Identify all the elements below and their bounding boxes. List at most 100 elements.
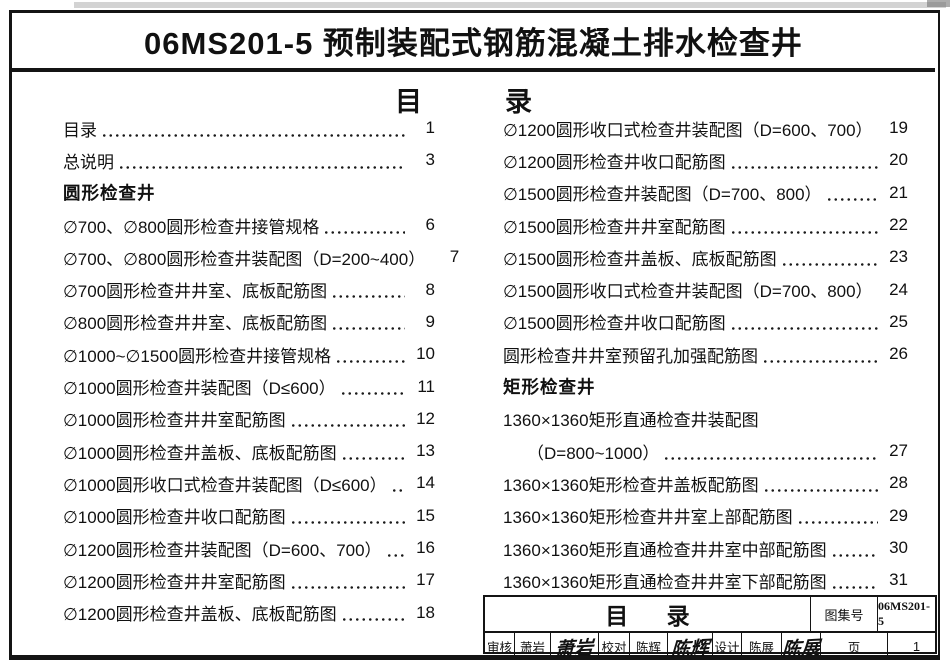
scan-artifact: [74, 2, 946, 8]
designer-label: 设计: [712, 633, 741, 660]
toc-entry-page: 1: [425, 118, 435, 138]
toc-entry: ∅700、∅800圆形检查井接管规格 6: [63, 209, 435, 241]
reviewer-name: 萧岩: [514, 633, 550, 660]
toc-entry-label: ∅1000~∅1500圆形检查井接管规格: [63, 346, 332, 366]
toc-entry: ∅1500圆形检查井盖板、底板配筋图 23: [503, 241, 908, 273]
toc-entry-label: ∅1200圆形收口式检查井装配图（D=600、700）: [503, 120, 873, 140]
toc-entry-label: ∅700、∅800圆形检查井接管规格: [63, 217, 320, 237]
toc-entry: 1360×1360矩形直通检查井井室下部配筋图 31: [503, 564, 908, 596]
toc-entry: ∅1000圆形检查井盖板、底板配筋图 13: [63, 435, 435, 467]
toc-entry: ∅1500圆形检查井装配图（D=700、800） 21: [503, 177, 908, 209]
toc-entry-page: 8: [425, 279, 435, 299]
toc-entry-label: ∅1200圆形检查井井室配筋图: [63, 572, 286, 592]
toc-entry-label: （D=800~1000）: [527, 443, 660, 463]
toc-entry-label: ∅1000圆形检查井盖板、底板配筋图: [63, 443, 337, 463]
toc-leader-dots: [762, 359, 878, 363]
toc-entry-page: 30: [889, 538, 908, 557]
designer-signature: 陈展: [781, 633, 821, 662]
signature-text: 陈辉: [670, 637, 710, 662]
toc-entry-label: ∅800圆形检查井井室、底板配筋图: [63, 314, 328, 334]
toc-leader-dots: [289, 424, 405, 428]
signature-text: 萧岩: [554, 637, 594, 662]
toc-entry-label: ∅700圆形检查井井室、底板配筋图: [63, 282, 328, 302]
proofreader-signature: 陈辉: [667, 633, 712, 662]
toc-entry-page: 13: [416, 441, 435, 461]
toc-entry: 总说明 3: [63, 144, 435, 176]
toc-entry: 1360×1360矩形直通检查井井室中部配筋图 30: [503, 532, 908, 564]
toc-leader-dots: [390, 488, 405, 492]
title-block-doc-title: 目 录: [605, 603, 706, 629]
toc-entry-label: 目录: [63, 120, 97, 140]
designer-name: 陈展: [741, 633, 781, 660]
toc-leader-dots: [830, 585, 878, 589]
page-title: 06MS201-5 预制装配式钢筋混凝土排水检查井: [144, 26, 803, 61]
toc-entry: ∅1000圆形收口式检查井装配图（D≤600） 14: [63, 467, 435, 499]
toc-entry-label: ∅1200圆形检查井装配图（D=600、700）: [63, 540, 382, 560]
toc-entry: ∅700圆形检查井井室、底板配筋图 8: [63, 273, 435, 305]
toc-entry-page: 14: [416, 473, 435, 493]
toc-entry-label: ∅700、∅800圆形检查井装配图（D=200~400）: [63, 249, 426, 269]
toc-column-right: ∅1200圆形收口式检查井装配图（D=600、700） 19 ∅1200圆形检查井收…: [503, 112, 908, 596]
toc-entry-page: 11: [417, 376, 435, 396]
toc-entry-page: 19: [889, 118, 908, 138]
toc-leader-dots: [323, 230, 405, 234]
page-number-label: 页: [820, 633, 887, 660]
toc-entry-page: 3: [425, 150, 435, 170]
toc-entry: 1360×1360矩形检查井井室上部配筋图 29: [503, 500, 908, 532]
toc-entry-label: ∅1500圆形检查井井室配筋图: [503, 217, 726, 237]
toc-entry-page: 16: [416, 538, 435, 557]
toc-entry-label: 1360×1360矩形直通检查井井室下部配筋图: [503, 572, 827, 592]
toc-leader-dots: [289, 585, 405, 589]
toc-leader-dots: [289, 521, 405, 525]
toc-section-header: 矩形检查井: [503, 370, 908, 402]
toc-leader-dots: [339, 392, 405, 396]
atlas-number-value: 06MS201-5: [877, 597, 935, 631]
toc-entry-page: 21: [889, 182, 908, 202]
toc-entry-page: 26: [889, 344, 908, 364]
toc-entry-label: 1360×1360矩形直通检查井装配图: [503, 411, 759, 431]
toc-entry-page: 9: [425, 311, 435, 331]
reviewer-signature: 萧岩: [550, 633, 598, 662]
toc-leader-dots: [663, 456, 878, 460]
toc-entry-page: 25: [889, 311, 908, 331]
toc-leader-dots: [796, 521, 878, 525]
signature-text: 陈展: [781, 637, 821, 662]
toc-leader-dots: [340, 618, 405, 622]
reviewer-label: 审核: [486, 641, 512, 655]
toc-entry-page: 7: [449, 247, 460, 267]
toc-column-left: 目录 1 总说明 3 圆形检查井 ∅700、∅800圆形检查井接管规格 6 ∅700、∅800…: [63, 112, 459, 629]
toc-entry-page: 22: [889, 215, 908, 235]
toc-entry-page: 23: [889, 247, 908, 267]
toc-entry: ∅1200圆形检查井收口配筋图 20: [503, 144, 908, 176]
toc-entry-label: ∅1500圆形检查井装配图（D=700、800）: [503, 185, 822, 205]
toc-entry-label: ∅1500圆形检查井盖板、底板配筋图: [503, 249, 777, 269]
toc-leader-dots: [331, 295, 405, 299]
toc-leader-dots: [385, 553, 405, 557]
toc-entry-page: 17: [416, 570, 435, 590]
toc-entry-label: ∅1000圆形检查井井室配筋图: [63, 411, 286, 431]
toc-entry-page: 27: [889, 441, 908, 461]
toc-entry: ∅1500圆形收口式检查井装配图（D=700、800） 24: [503, 273, 908, 305]
page-number-value: 1: [887, 633, 945, 660]
toc-entry: ∅1200圆形检查井盖板、底板配筋图 18: [63, 596, 435, 628]
atlas-number-label: 图集号: [810, 597, 877, 631]
toc-leader-dots: [729, 165, 878, 169]
toc-heading-char-lu: 录: [505, 87, 532, 117]
toc-entry-label: 1360×1360矩形检查井盖板配筋图: [503, 475, 759, 495]
page-header: 06MS201-5 预制装配式钢筋混凝土排水检查井: [12, 13, 935, 72]
toc-entry-label: 圆形检查井: [63, 183, 156, 204]
toc-entry-label: ∅1000圆形检查井装配图（D≤600）: [63, 379, 336, 399]
toc-entry-page: 12: [416, 408, 435, 428]
toc-entry-page: 15: [416, 505, 435, 525]
toc-leader-dots: [729, 327, 878, 331]
toc-entry-page: 29: [889, 505, 908, 525]
toc-leader-dots: [729, 230, 878, 234]
toc-entry-label: ∅1500圆形收口式检查井装配图（D=700、800）: [503, 282, 873, 302]
toc-leader-dots: [825, 198, 878, 202]
toc-entry-label: 矩形检查井: [503, 377, 596, 398]
toc-entry-page: 18: [416, 602, 435, 622]
toc-entry: ∅1000圆形检查井收口配筋图 15: [63, 500, 435, 532]
scan-artifact: [927, 0, 950, 7]
title-block-row-top: 目 录 图集号 06MS201-5: [485, 597, 935, 633]
